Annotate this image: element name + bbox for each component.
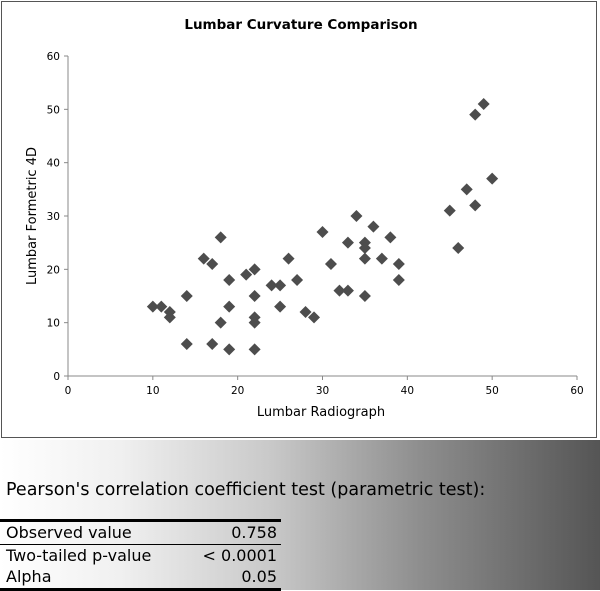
data-point bbox=[341, 284, 354, 297]
data-point bbox=[223, 343, 236, 356]
data-point bbox=[214, 231, 227, 244]
data-point bbox=[367, 220, 380, 233]
data-point bbox=[155, 300, 168, 313]
row-label: Alpha bbox=[6, 567, 52, 586]
y-tick-label: 50 bbox=[47, 104, 60, 116]
data-point bbox=[477, 98, 490, 110]
data-point bbox=[197, 252, 210, 265]
row-label: Two-tailed p-value bbox=[6, 545, 152, 565]
y-tick-label: 60 bbox=[47, 51, 60, 63]
data-point bbox=[206, 338, 219, 350]
scatter-chart: Lumbar Curvature Comparison Lumbar Radio… bbox=[1, 1, 597, 438]
data-point bbox=[384, 231, 397, 244]
data-point bbox=[248, 263, 261, 276]
axes: 0 10 20 30 40 50 60 0 10 20 30 40 50 60 bbox=[47, 51, 584, 397]
data-point bbox=[223, 274, 236, 286]
table-bottom-rule bbox=[0, 587, 281, 591]
data-point bbox=[265, 279, 278, 292]
data-point bbox=[350, 210, 363, 222]
data-point bbox=[240, 268, 253, 281]
data-point bbox=[248, 316, 261, 329]
data-point bbox=[392, 274, 405, 286]
data-point bbox=[214, 316, 227, 329]
data-point bbox=[274, 279, 287, 292]
row-value: 0.05 bbox=[241, 567, 277, 586]
data-point bbox=[282, 252, 295, 265]
table-divider bbox=[0, 543, 281, 545]
data-point bbox=[469, 199, 482, 212]
data-point bbox=[206, 258, 219, 270]
table-row: Alpha 0.05 bbox=[0, 566, 281, 588]
data-point bbox=[358, 242, 371, 254]
data-point bbox=[299, 306, 312, 318]
data-point bbox=[180, 290, 193, 302]
data-point bbox=[341, 236, 354, 249]
table-row: Two-tailed p-value < 0.0001 bbox=[0, 545, 281, 567]
data-point bbox=[324, 258, 337, 270]
data-point bbox=[163, 311, 176, 324]
x-tick-label: 50 bbox=[485, 385, 498, 397]
data-point bbox=[358, 290, 371, 302]
data-point bbox=[274, 300, 287, 313]
x-tick-label: 10 bbox=[146, 385, 159, 397]
data-point bbox=[180, 338, 193, 350]
data-point bbox=[358, 252, 371, 265]
data-point bbox=[392, 258, 405, 270]
x-tick-label: 0 bbox=[65, 385, 72, 397]
data-point bbox=[333, 284, 346, 297]
data-points bbox=[146, 98, 499, 356]
data-point bbox=[248, 343, 261, 356]
data-point bbox=[316, 226, 329, 238]
data-point bbox=[443, 204, 456, 217]
table-row: Observed value 0.758 bbox=[0, 522, 281, 544]
y-tick-label: 20 bbox=[47, 264, 60, 276]
results-table: Observed value 0.758 Two-tailed p-value … bbox=[0, 519, 281, 591]
data-point bbox=[248, 290, 261, 302]
test-title: Pearson's correlation coefficient test (… bbox=[6, 480, 486, 500]
data-point bbox=[146, 300, 159, 313]
data-point bbox=[375, 252, 388, 265]
y-tick-label: 40 bbox=[47, 158, 60, 170]
chart-title: Lumbar Curvature Comparison bbox=[184, 17, 417, 33]
row-value: 0.758 bbox=[231, 523, 277, 542]
y-tick-label: 10 bbox=[47, 318, 60, 330]
data-point bbox=[460, 183, 473, 196]
x-tick-label: 60 bbox=[570, 385, 583, 397]
x-tick-label: 20 bbox=[231, 385, 244, 397]
data-point bbox=[486, 172, 499, 185]
y-tick-label: 30 bbox=[47, 211, 60, 223]
data-point bbox=[291, 274, 304, 286]
x-tick-label: 30 bbox=[316, 385, 329, 397]
data-point bbox=[452, 242, 465, 254]
table-top-rule bbox=[0, 519, 281, 522]
y-tick-label: 0 bbox=[53, 371, 60, 383]
row-label: Observed value bbox=[6, 523, 132, 542]
y-axis-label: Lumbar Formetric 4D bbox=[25, 147, 40, 285]
chart-svg: Lumbar Curvature Comparison Lumbar Radio… bbox=[25, 17, 584, 420]
correlation-test-panel: Pearson's correlation coefficient test (… bbox=[0, 440, 600, 591]
data-point bbox=[223, 300, 236, 313]
x-axis-label: Lumbar Radiograph bbox=[257, 405, 385, 420]
x-tick-label: 40 bbox=[401, 385, 414, 397]
data-point bbox=[308, 311, 321, 324]
row-value: < 0.0001 bbox=[202, 545, 277, 565]
data-point bbox=[469, 108, 482, 121]
